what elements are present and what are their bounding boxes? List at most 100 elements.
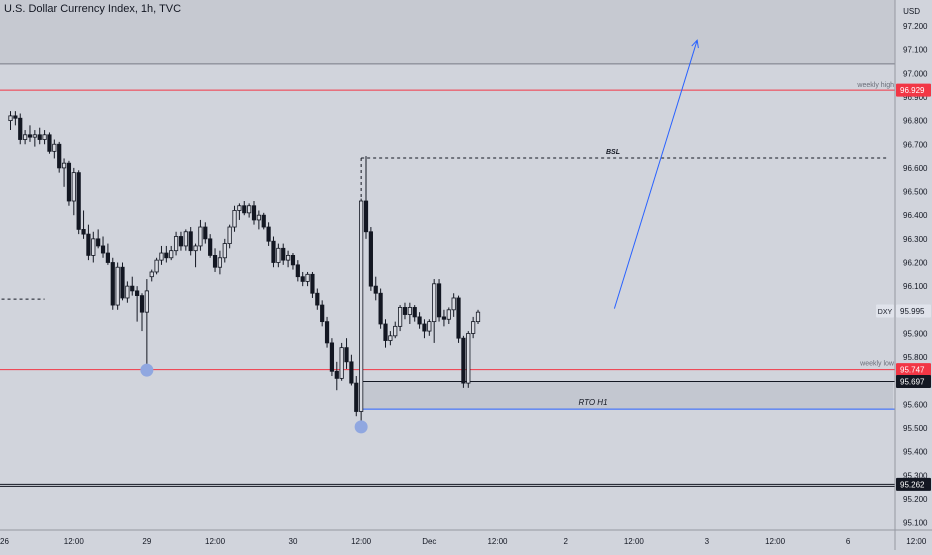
swing-marker[interactable] xyxy=(354,420,368,434)
candle[interactable] xyxy=(290,255,296,266)
candle[interactable] xyxy=(52,143,57,152)
candle[interactable] xyxy=(237,205,242,211)
candle[interactable] xyxy=(193,245,198,252)
candle[interactable] xyxy=(120,266,125,299)
candle[interactable] xyxy=(47,134,52,152)
candle[interactable] xyxy=(8,115,13,122)
candle[interactable] xyxy=(154,259,159,273)
price-tag[interactable] xyxy=(896,477,931,491)
price-tag[interactable] xyxy=(896,374,931,388)
candle[interactable] xyxy=(466,333,471,384)
candle[interactable] xyxy=(61,162,67,169)
candle[interactable] xyxy=(285,255,291,261)
candle[interactable] xyxy=(436,283,442,318)
candle[interactable] xyxy=(169,250,174,259)
candle[interactable] xyxy=(427,321,432,332)
candle[interactable] xyxy=(271,240,276,263)
candle[interactable] xyxy=(198,226,203,247)
candle[interactable] xyxy=(256,214,261,221)
candle[interactable] xyxy=(232,210,237,228)
candle[interactable] xyxy=(23,134,28,140)
candle[interactable] xyxy=(276,247,281,263)
candle[interactable] xyxy=(164,252,169,259)
candle[interactable] xyxy=(363,200,369,233)
candle[interactable] xyxy=(251,205,257,221)
price-axis[interactable] xyxy=(895,0,932,550)
candle[interactable] xyxy=(261,214,266,228)
candle[interactable] xyxy=(349,361,354,384)
candle[interactable] xyxy=(383,323,388,341)
candle[interactable] xyxy=(334,370,339,379)
candle[interactable] xyxy=(188,231,193,252)
candle[interactable] xyxy=(86,233,91,256)
candle[interactable] xyxy=(110,262,115,306)
candle[interactable] xyxy=(247,205,252,214)
candle[interactable] xyxy=(100,245,106,254)
candle[interactable] xyxy=(393,325,398,337)
candle[interactable] xyxy=(217,257,223,268)
candle[interactable] xyxy=(71,172,76,202)
candle[interactable] xyxy=(173,236,179,252)
candle[interactable] xyxy=(388,335,393,341)
candle[interactable] xyxy=(37,134,42,140)
candle[interactable] xyxy=(359,200,364,412)
candle[interactable] xyxy=(422,323,427,332)
projection-arrow[interactable] xyxy=(613,40,698,309)
candle[interactable] xyxy=(222,243,227,259)
price-tag[interactable] xyxy=(896,83,931,97)
candle[interactable] xyxy=(242,205,247,214)
candle[interactable] xyxy=(135,290,140,297)
price-tag[interactable] xyxy=(896,304,931,318)
candle[interactable] xyxy=(208,238,213,256)
candle[interactable] xyxy=(139,295,145,313)
candle[interactable] xyxy=(159,252,164,261)
candle[interactable] xyxy=(441,316,447,320)
candle[interactable] xyxy=(105,252,110,263)
candle[interactable] xyxy=(368,231,373,287)
candle[interactable] xyxy=(115,266,120,306)
candle[interactable] xyxy=(397,307,403,327)
swing-marker[interactable] xyxy=(140,363,154,377)
rto-h1-zone[interactable] xyxy=(361,381,893,410)
candle[interactable] xyxy=(432,283,437,323)
candle[interactable] xyxy=(300,276,305,282)
candle[interactable] xyxy=(354,382,359,412)
candle[interactable] xyxy=(446,309,451,320)
candle[interactable] xyxy=(144,290,149,313)
candle[interactable] xyxy=(310,273,315,294)
candle[interactable] xyxy=(315,292,320,306)
price-tag[interactable] xyxy=(896,363,931,377)
candle[interactable] xyxy=(266,226,271,242)
candle[interactable] xyxy=(96,238,101,247)
candle[interactable] xyxy=(456,297,461,339)
candle[interactable] xyxy=(324,321,330,344)
candle[interactable] xyxy=(373,285,378,294)
candle[interactable] xyxy=(27,134,33,138)
candle[interactable] xyxy=(42,134,47,140)
candle[interactable] xyxy=(339,347,344,379)
candle[interactable] xyxy=(18,117,23,140)
candle[interactable] xyxy=(451,297,456,311)
candle[interactable] xyxy=(130,285,135,292)
candle[interactable] xyxy=(203,226,208,240)
candle[interactable] xyxy=(281,247,286,261)
candle[interactable] xyxy=(344,347,349,363)
candle[interactable] xyxy=(212,255,218,268)
candle[interactable] xyxy=(402,307,408,315)
candle[interactable] xyxy=(76,172,81,230)
candle[interactable] xyxy=(66,162,72,202)
candle[interactable] xyxy=(178,236,184,247)
candle[interactable] xyxy=(295,264,300,278)
candle[interactable] xyxy=(412,307,417,318)
candle[interactable] xyxy=(329,342,335,372)
candle[interactable] xyxy=(417,316,422,325)
candle[interactable] xyxy=(475,311,481,323)
candle[interactable] xyxy=(32,134,37,138)
candle[interactable] xyxy=(320,304,325,323)
candle[interactable] xyxy=(57,143,62,169)
candle[interactable] xyxy=(183,231,188,247)
candle[interactable] xyxy=(471,321,476,334)
candle[interactable] xyxy=(378,292,383,325)
candle[interactable] xyxy=(227,226,232,244)
